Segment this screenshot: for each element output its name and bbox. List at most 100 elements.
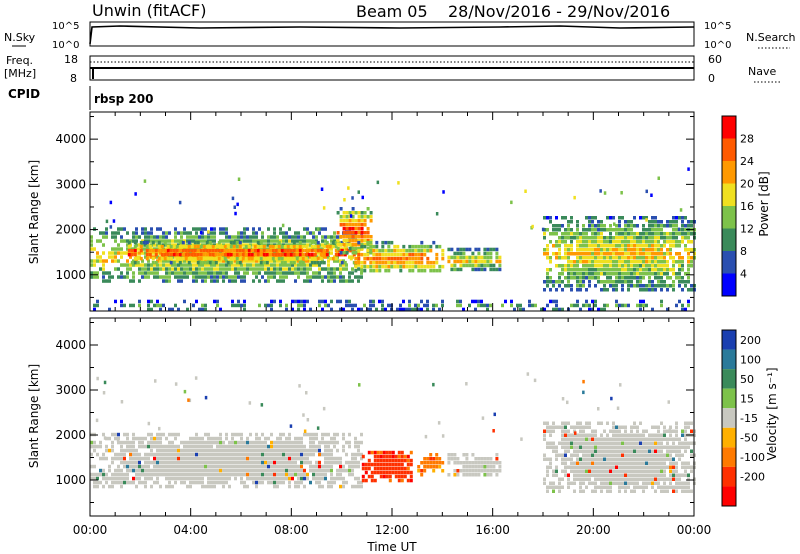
power-cell bbox=[354, 264, 358, 269]
power-cell bbox=[320, 187, 324, 191]
velocity-cell bbox=[651, 425, 654, 429]
power-cell bbox=[540, 307, 543, 312]
velocity-cell bbox=[666, 449, 669, 453]
power-cell bbox=[657, 284, 660, 288]
power-cell bbox=[654, 224, 657, 228]
velocity-cell bbox=[495, 457, 499, 461]
power-cell bbox=[347, 186, 350, 190]
velocity-cell bbox=[687, 421, 690, 425]
power-cell bbox=[453, 255, 457, 260]
power-cell bbox=[663, 272, 666, 276]
power-cell bbox=[630, 248, 633, 252]
power-cell bbox=[627, 280, 630, 284]
velocity-cell bbox=[219, 456, 222, 461]
power-cell bbox=[546, 228, 549, 232]
velocity-cell bbox=[370, 474, 374, 479]
velocity-cell bbox=[639, 485, 642, 489]
power-cell bbox=[183, 299, 186, 304]
velocity-cell bbox=[225, 448, 228, 453]
power-cell bbox=[123, 251, 126, 255]
velocity-cell bbox=[261, 448, 264, 453]
velocity-cell bbox=[150, 436, 153, 441]
velocity-cell bbox=[306, 452, 309, 457]
power-cell bbox=[303, 267, 306, 271]
power-cell bbox=[228, 275, 231, 279]
velocity-cell bbox=[93, 464, 96, 469]
velocity-cell bbox=[216, 440, 219, 445]
power-cell bbox=[591, 264, 594, 268]
power-cell bbox=[256, 256, 260, 261]
velocity-cell bbox=[477, 473, 481, 477]
power-cell bbox=[387, 303, 390, 308]
velocity-cell bbox=[108, 436, 111, 441]
velocity-cell bbox=[93, 448, 96, 453]
power-cell bbox=[217, 240, 221, 245]
power-cell bbox=[363, 252, 367, 257]
velocity-cell bbox=[246, 476, 249, 481]
power-cell bbox=[210, 263, 213, 267]
power-cell bbox=[199, 252, 203, 257]
velocity-cell bbox=[432, 465, 436, 469]
power-cell bbox=[147, 231, 150, 235]
power-cell bbox=[687, 236, 690, 240]
velocity-cell bbox=[195, 436, 198, 441]
power-cell bbox=[618, 240, 621, 244]
power-cell bbox=[255, 275, 258, 279]
power-cell bbox=[129, 255, 132, 259]
power-cell bbox=[627, 228, 630, 232]
power-cell bbox=[90, 275, 93, 279]
power-cell bbox=[151, 260, 155, 265]
power-cell bbox=[348, 275, 351, 279]
power-cell bbox=[633, 216, 636, 220]
power-cell bbox=[228, 235, 231, 239]
power-cell bbox=[612, 268, 615, 272]
power-cell bbox=[166, 252, 170, 257]
colorbar-segment bbox=[722, 447, 736, 467]
velocity-cell bbox=[394, 454, 398, 459]
velocity-cell bbox=[573, 433, 576, 437]
power-cell bbox=[609, 280, 612, 284]
power-cell bbox=[196, 248, 200, 253]
power-cell bbox=[561, 268, 564, 272]
velocity-cell bbox=[342, 448, 345, 453]
power-cell bbox=[295, 252, 299, 257]
power-cell bbox=[208, 256, 212, 261]
power-cell bbox=[231, 267, 234, 271]
velocity-cell bbox=[267, 452, 270, 457]
velocity-cell bbox=[610, 396, 613, 401]
power-cell bbox=[675, 272, 678, 276]
power-cell bbox=[612, 228, 615, 232]
power-cell bbox=[606, 256, 609, 260]
power-cell bbox=[486, 255, 490, 260]
power-cell bbox=[213, 227, 216, 231]
velocity-cell bbox=[231, 460, 234, 465]
velocity-cell bbox=[216, 456, 219, 461]
velocity-cell bbox=[198, 476, 201, 481]
velocity-cell bbox=[633, 425, 636, 429]
power-cell bbox=[615, 284, 618, 288]
power-cell bbox=[441, 252, 445, 257]
power-cell bbox=[609, 248, 612, 252]
velocity-cell bbox=[690, 465, 693, 469]
power-cell bbox=[636, 272, 639, 276]
velocity-cell bbox=[573, 425, 576, 429]
power-cell bbox=[201, 307, 204, 312]
power-cell bbox=[396, 248, 400, 253]
power-cell bbox=[480, 267, 484, 272]
velocity-cell bbox=[294, 480, 297, 485]
power-cell bbox=[198, 235, 201, 239]
velocity-cell bbox=[579, 457, 582, 461]
power-cell bbox=[582, 264, 585, 268]
colorbar-tick-label: 16 bbox=[740, 200, 754, 213]
velocity-cell bbox=[144, 472, 147, 477]
power-cell bbox=[672, 220, 675, 224]
power-cell bbox=[663, 284, 666, 288]
power-cell bbox=[591, 299, 594, 304]
power-cell bbox=[675, 240, 678, 244]
velocity-cell bbox=[400, 474, 404, 479]
power-cell bbox=[396, 260, 400, 265]
velocity-cell bbox=[549, 429, 552, 433]
power-cell bbox=[582, 280, 585, 284]
velocity-cell bbox=[633, 461, 636, 465]
power-cell bbox=[225, 235, 228, 239]
